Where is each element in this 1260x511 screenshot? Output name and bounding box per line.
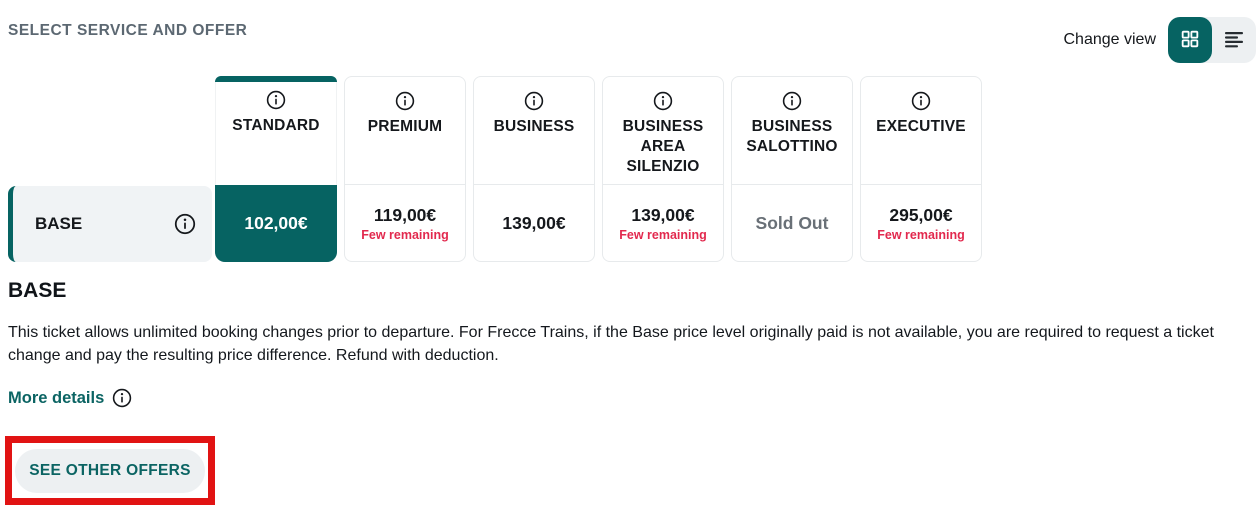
offer-heading: BASE	[8, 279, 67, 302]
more-details-link[interactable]: More details	[8, 388, 132, 408]
service-column-business-salottino[interactable]: BUSINESS SALOTTINO Sold Out	[731, 76, 853, 262]
price-cell[interactable]: 295,00€ Few remaining	[861, 184, 981, 261]
service-name: PREMIUM	[367, 118, 443, 135]
info-icon[interactable]	[395, 91, 415, 111]
price-cell[interactable]: 119,00€ Few remaining	[345, 184, 465, 261]
change-view-label: Change view	[1063, 31, 1157, 48]
service-header: BUSINESS	[474, 83, 594, 184]
service-name: BUSINESS SALOTTINO	[746, 118, 838, 155]
service-name: BUSINESS	[493, 118, 575, 135]
service-column-business[interactable]: BUSINESS 139,00€	[473, 76, 595, 262]
view-toggle	[1168, 17, 1256, 63]
info-icon[interactable]	[266, 90, 286, 110]
price-cell[interactable]: 139,00€	[474, 184, 594, 261]
few-remaining-badge: Few remaining	[619, 227, 707, 242]
service-header: EXECUTIVE	[861, 83, 981, 184]
selected-indicator-bar	[215, 76, 337, 82]
list-icon	[1222, 27, 1246, 54]
grid-icon	[1179, 28, 1201, 53]
base-row-label: BASE	[35, 214, 83, 233]
service-header: PREMIUM	[345, 83, 465, 184]
see-other-offers-button[interactable]: SEE OTHER OFFERS	[15, 448, 205, 493]
base-offer-row: BASE	[8, 186, 212, 262]
page-title: SELECT SERVICE AND OFFER	[8, 22, 248, 39]
service-column-standard[interactable]: STANDARD 102,00€	[215, 76, 337, 262]
price-value: 119,00€	[373, 204, 437, 225]
view-switch: Change view	[1063, 17, 1256, 63]
few-remaining-badge: Few remaining	[361, 227, 449, 242]
price-value: 139,00€	[631, 204, 695, 225]
info-icon[interactable]	[782, 91, 802, 111]
service-column-business-area-silenzio[interactable]: BUSINESS AREA SILENZIO 139,00€ Few remai…	[602, 76, 724, 262]
offer-description: This ticket allows unlimited booking cha…	[8, 324, 1214, 364]
sold-out-label: Sold Out	[755, 212, 829, 233]
price-cell[interactable]: 139,00€ Few remaining	[603, 184, 723, 261]
grid-view-button[interactable]	[1168, 17, 1212, 63]
price-value: 139,00€	[502, 212, 566, 233]
service-header: BUSINESS AREA SILENZIO	[603, 83, 723, 184]
service-matrix: STANDARD 102,00€ PREMIUM 119,00€ Few rem…	[215, 76, 982, 262]
service-header: STANDARD	[215, 82, 337, 185]
price-value: 295,00€	[889, 204, 953, 225]
info-icon	[112, 388, 132, 408]
price-cell: Sold Out	[732, 184, 852, 261]
info-icon[interactable]	[524, 91, 544, 111]
more-details-label: More details	[8, 388, 105, 407]
service-name: EXECUTIVE	[876, 118, 966, 135]
info-icon[interactable]	[653, 91, 673, 111]
service-header: BUSINESS SALOTTINO	[732, 83, 852, 184]
info-icon[interactable]	[911, 91, 931, 111]
list-view-button[interactable]	[1212, 17, 1256, 63]
price-cell[interactable]: 102,00€	[215, 185, 337, 262]
service-name: BUSINESS AREA SILENZIO	[622, 118, 704, 175]
price-value: 102,00€	[244, 213, 308, 233]
service-name: STANDARD	[232, 117, 320, 134]
service-column-premium[interactable]: PREMIUM 119,00€ Few remaining	[344, 76, 466, 262]
few-remaining-badge: Few remaining	[877, 227, 965, 242]
info-icon[interactable]	[174, 213, 196, 235]
annotation-highlight-box: SEE OTHER OFFERS	[5, 436, 215, 505]
service-column-executive[interactable]: EXECUTIVE 295,00€ Few remaining	[860, 76, 982, 262]
